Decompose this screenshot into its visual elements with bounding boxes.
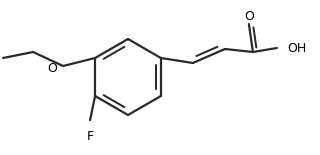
Text: O: O xyxy=(244,9,254,22)
Text: O: O xyxy=(47,62,57,75)
Text: OH: OH xyxy=(287,42,306,55)
Text: F: F xyxy=(86,130,94,143)
